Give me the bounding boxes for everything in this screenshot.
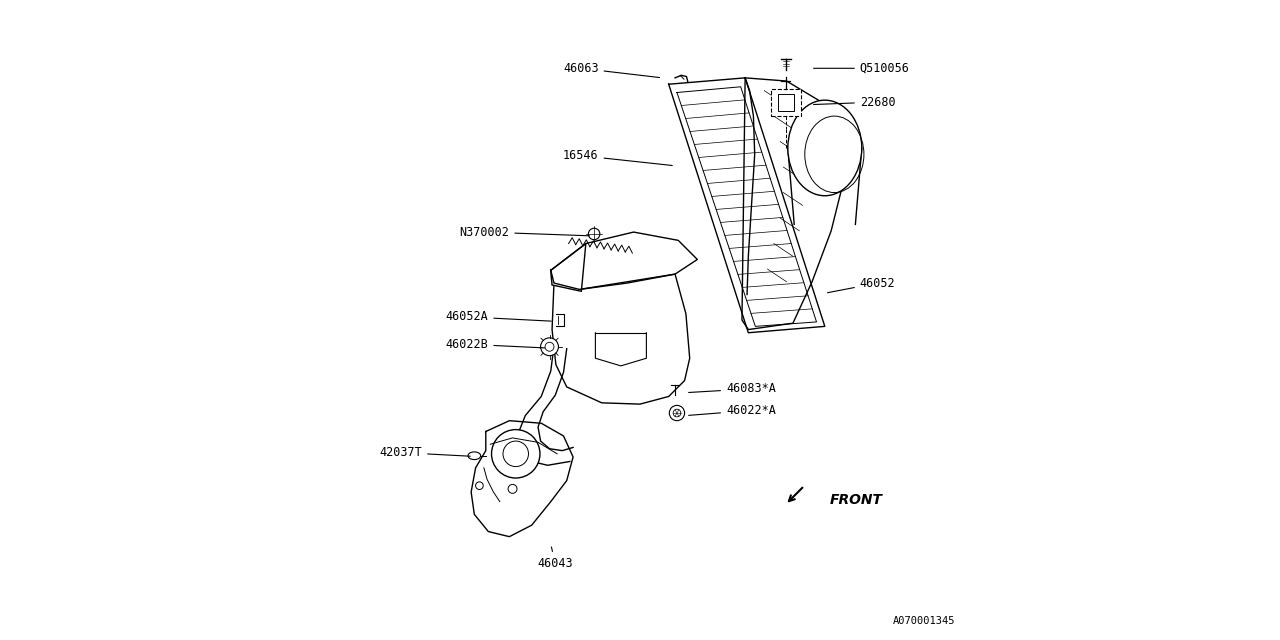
Text: Q510056: Q510056 [814,62,910,75]
Text: 22680: 22680 [814,95,896,109]
Circle shape [476,482,484,490]
Text: 46052: 46052 [828,276,896,292]
Text: 46052A: 46052A [445,310,552,323]
Polygon shape [550,232,698,289]
Polygon shape [668,78,824,333]
Polygon shape [742,78,844,330]
Text: 46063: 46063 [563,62,659,77]
Polygon shape [550,244,586,291]
Text: 46022B: 46022B [445,338,545,351]
Bar [778,95,794,111]
Polygon shape [471,420,573,537]
Bar [771,90,801,116]
Circle shape [492,429,540,478]
Text: 42037T: 42037T [379,446,470,459]
Text: A070001345: A070001345 [893,616,955,626]
Text: 46083*A: 46083*A [689,382,776,396]
Circle shape [508,484,517,493]
Text: 16546: 16546 [563,149,672,166]
Polygon shape [518,346,573,465]
Circle shape [503,441,529,467]
Text: N370002: N370002 [460,225,589,239]
Ellipse shape [787,100,861,196]
Circle shape [540,338,558,356]
Polygon shape [550,270,690,404]
Circle shape [545,342,554,351]
Circle shape [673,409,681,417]
Text: 46043: 46043 [538,547,573,570]
Circle shape [589,228,600,240]
Circle shape [669,405,685,420]
Text: 46022*A: 46022*A [689,404,776,417]
Text: FRONT: FRONT [829,493,883,507]
Ellipse shape [468,452,481,460]
